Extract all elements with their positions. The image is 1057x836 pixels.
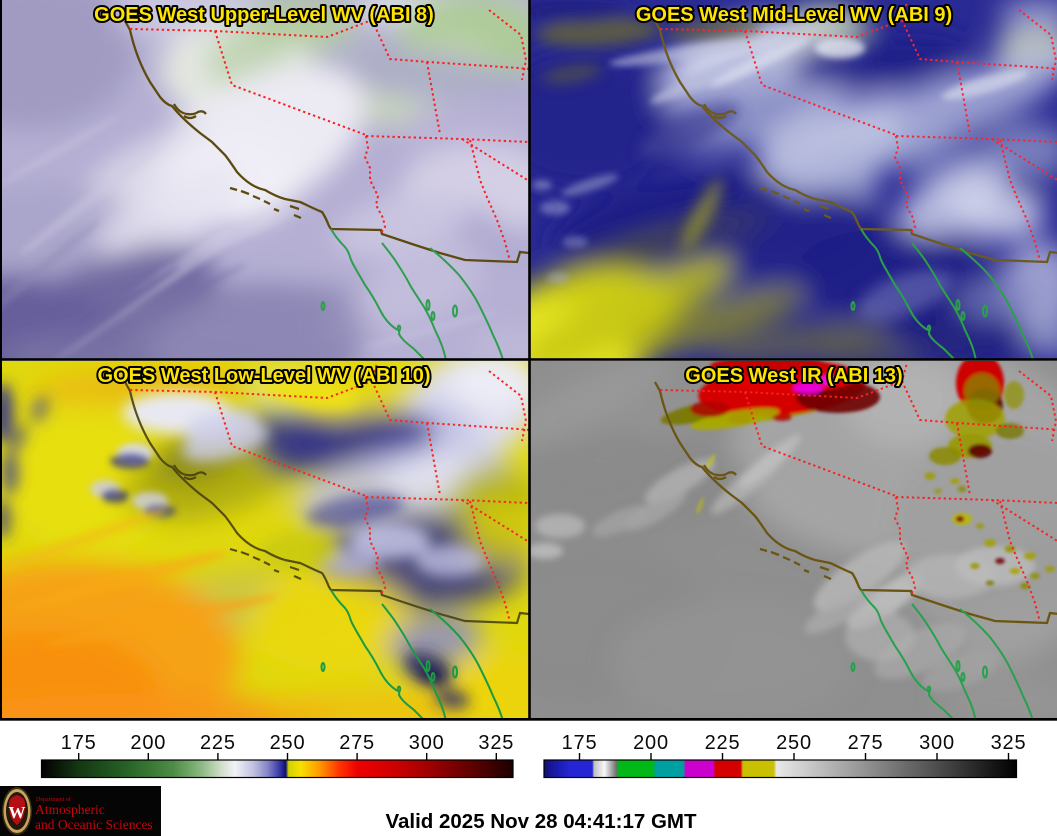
svg-text:300: 300: [919, 732, 955, 754]
svg-text:175: 175: [562, 732, 598, 754]
svg-text:W: W: [9, 803, 26, 822]
svg-text:GOES West IR (ABI 13): GOES West IR (ABI 13): [685, 365, 902, 387]
svg-text:225: 225: [200, 732, 236, 754]
svg-text:175: 175: [61, 732, 97, 754]
svg-text:250: 250: [270, 732, 306, 754]
svg-text:200: 200: [633, 732, 669, 754]
svg-text:Department of: Department of: [36, 796, 71, 803]
svg-text:200: 200: [130, 732, 166, 754]
svg-text:300: 300: [409, 732, 445, 754]
svg-text:and Oceanic Sciences: and Oceanic Sciences: [35, 817, 153, 832]
svg-text:225: 225: [705, 732, 741, 754]
svg-text:325: 325: [991, 732, 1027, 754]
svg-text:275: 275: [848, 732, 884, 754]
svg-text:Atmospheric: Atmospheric: [35, 802, 105, 817]
svg-text:325: 325: [478, 732, 514, 754]
svg-text:Valid 2025 Nov 28 04:41:17 GMT: Valid 2025 Nov 28 04:41:17 GMT: [385, 810, 697, 833]
svg-text:GOES West Low-Level WV (ABI 10: GOES West Low-Level WV (ABI 10): [97, 365, 430, 387]
svg-text:GOES West Mid-Level WV (ABI 9): GOES West Mid-Level WV (ABI 9): [636, 4, 952, 26]
svg-text:250: 250: [776, 732, 812, 754]
svg-text:GOES West Upper-Level WV (ABI: GOES West Upper-Level WV (ABI 8): [94, 4, 434, 26]
svg-text:275: 275: [339, 732, 375, 754]
